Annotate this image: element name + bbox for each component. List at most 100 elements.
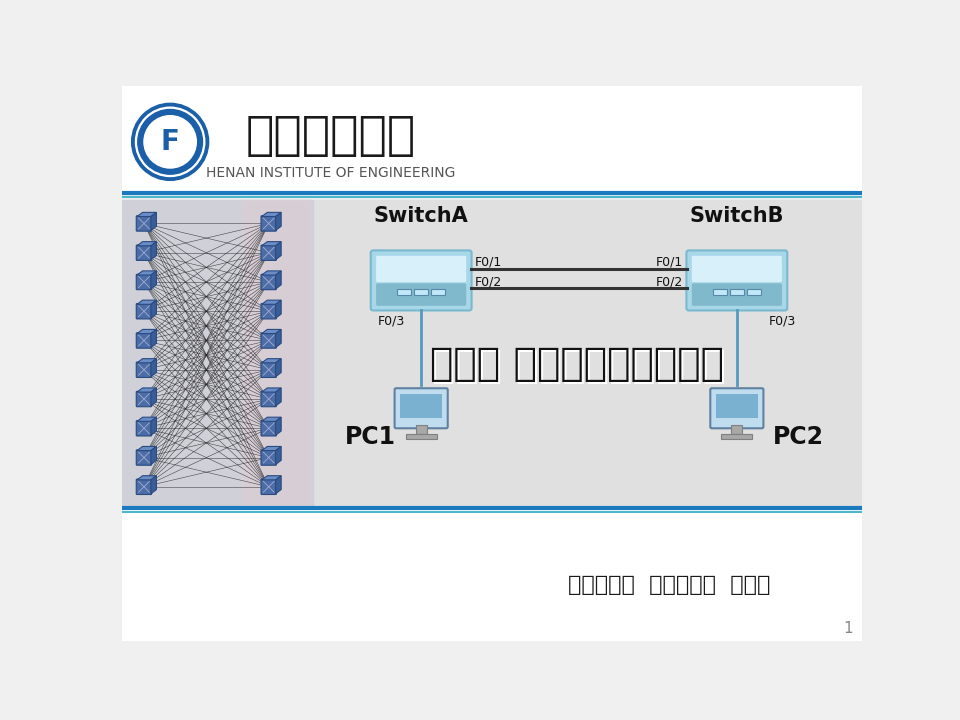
Bar bbox=[730, 289, 744, 295]
Polygon shape bbox=[151, 417, 156, 435]
Polygon shape bbox=[276, 271, 281, 289]
Polygon shape bbox=[151, 388, 156, 406]
Polygon shape bbox=[137, 300, 156, 305]
Text: 河南工程学院: 河南工程学院 bbox=[245, 114, 416, 159]
Bar bbox=[242, 200, 309, 508]
Bar bbox=[242, 200, 309, 508]
Bar bbox=[123, 200, 313, 508]
Circle shape bbox=[138, 109, 203, 174]
Polygon shape bbox=[276, 242, 281, 260]
Polygon shape bbox=[262, 330, 281, 333]
FancyBboxPatch shape bbox=[371, 251, 471, 310]
FancyBboxPatch shape bbox=[376, 284, 467, 306]
Polygon shape bbox=[137, 271, 156, 275]
Polygon shape bbox=[276, 417, 281, 435]
Text: F0/2: F0/2 bbox=[475, 276, 502, 289]
FancyBboxPatch shape bbox=[261, 362, 276, 377]
Polygon shape bbox=[137, 359, 156, 363]
Polygon shape bbox=[262, 212, 281, 217]
Polygon shape bbox=[276, 330, 281, 348]
Bar bbox=[747, 289, 760, 295]
Bar bbox=[722, 434, 753, 439]
FancyBboxPatch shape bbox=[136, 216, 152, 231]
Bar bbox=[400, 394, 443, 418]
Text: F0/2: F0/2 bbox=[656, 276, 683, 289]
FancyBboxPatch shape bbox=[136, 479, 152, 495]
Circle shape bbox=[132, 104, 208, 180]
FancyBboxPatch shape bbox=[136, 420, 152, 436]
Polygon shape bbox=[276, 476, 281, 494]
Text: 1: 1 bbox=[843, 621, 852, 636]
Polygon shape bbox=[276, 359, 281, 377]
FancyBboxPatch shape bbox=[261, 304, 276, 319]
Polygon shape bbox=[137, 446, 156, 451]
Polygon shape bbox=[137, 417, 156, 421]
Polygon shape bbox=[276, 388, 281, 406]
Polygon shape bbox=[151, 359, 156, 377]
FancyBboxPatch shape bbox=[136, 450, 152, 465]
Polygon shape bbox=[137, 330, 156, 333]
Polygon shape bbox=[151, 212, 156, 230]
Polygon shape bbox=[276, 212, 281, 230]
Polygon shape bbox=[262, 242, 281, 246]
Bar bbox=[713, 289, 727, 295]
Text: SwitchB: SwitchB bbox=[689, 206, 784, 226]
FancyBboxPatch shape bbox=[136, 362, 152, 377]
FancyBboxPatch shape bbox=[710, 388, 763, 428]
FancyBboxPatch shape bbox=[261, 479, 276, 495]
Bar bbox=[123, 200, 861, 508]
FancyBboxPatch shape bbox=[136, 274, 152, 289]
Polygon shape bbox=[151, 446, 156, 464]
Polygon shape bbox=[276, 446, 281, 464]
Bar bbox=[397, 289, 411, 295]
Text: SwitchA: SwitchA bbox=[373, 206, 468, 226]
FancyBboxPatch shape bbox=[136, 333, 152, 348]
FancyBboxPatch shape bbox=[261, 391, 276, 407]
FancyBboxPatch shape bbox=[261, 333, 276, 348]
Bar bbox=[123, 86, 861, 193]
Text: F0/1: F0/1 bbox=[475, 256, 502, 269]
Bar bbox=[416, 426, 426, 434]
Polygon shape bbox=[262, 476, 281, 480]
Text: PC2: PC2 bbox=[773, 425, 824, 449]
FancyBboxPatch shape bbox=[692, 256, 781, 282]
Text: 第五章 以太网链路聚合实验: 第五章 以太网链路聚合实验 bbox=[432, 347, 726, 385]
Text: F0/3: F0/3 bbox=[378, 315, 405, 328]
Polygon shape bbox=[151, 300, 156, 318]
FancyBboxPatch shape bbox=[376, 256, 467, 282]
FancyBboxPatch shape bbox=[686, 251, 787, 310]
Bar bbox=[716, 394, 758, 418]
Polygon shape bbox=[262, 359, 281, 363]
Polygon shape bbox=[151, 242, 156, 260]
Bar bbox=[732, 426, 742, 434]
Polygon shape bbox=[262, 388, 281, 392]
Polygon shape bbox=[262, 300, 281, 305]
FancyBboxPatch shape bbox=[136, 304, 152, 319]
Polygon shape bbox=[137, 212, 156, 217]
Circle shape bbox=[144, 116, 196, 168]
FancyBboxPatch shape bbox=[261, 245, 276, 261]
Bar bbox=[431, 289, 445, 295]
Text: F: F bbox=[160, 128, 180, 156]
Text: F0/1: F0/1 bbox=[656, 256, 683, 269]
FancyBboxPatch shape bbox=[395, 388, 447, 428]
Polygon shape bbox=[151, 476, 156, 494]
Bar bbox=[123, 508, 861, 641]
FancyBboxPatch shape bbox=[261, 420, 276, 436]
Bar bbox=[414, 289, 428, 295]
FancyBboxPatch shape bbox=[136, 391, 152, 407]
FancyBboxPatch shape bbox=[261, 450, 276, 465]
Polygon shape bbox=[137, 388, 156, 392]
Text: F0/3: F0/3 bbox=[769, 315, 797, 328]
Polygon shape bbox=[151, 330, 156, 348]
Polygon shape bbox=[151, 271, 156, 289]
Polygon shape bbox=[262, 271, 281, 275]
Polygon shape bbox=[276, 300, 281, 318]
Polygon shape bbox=[137, 242, 156, 246]
FancyBboxPatch shape bbox=[692, 284, 781, 306]
Bar bbox=[406, 434, 437, 439]
FancyBboxPatch shape bbox=[136, 245, 152, 261]
Text: 第五章 以太网链路聚合实验: 第五章 以太网链路聚合实验 bbox=[430, 345, 724, 382]
FancyBboxPatch shape bbox=[261, 274, 276, 289]
Text: 计算机学院  网络教研室  许奇功: 计算机学院 网络教研室 许奇功 bbox=[568, 575, 770, 595]
